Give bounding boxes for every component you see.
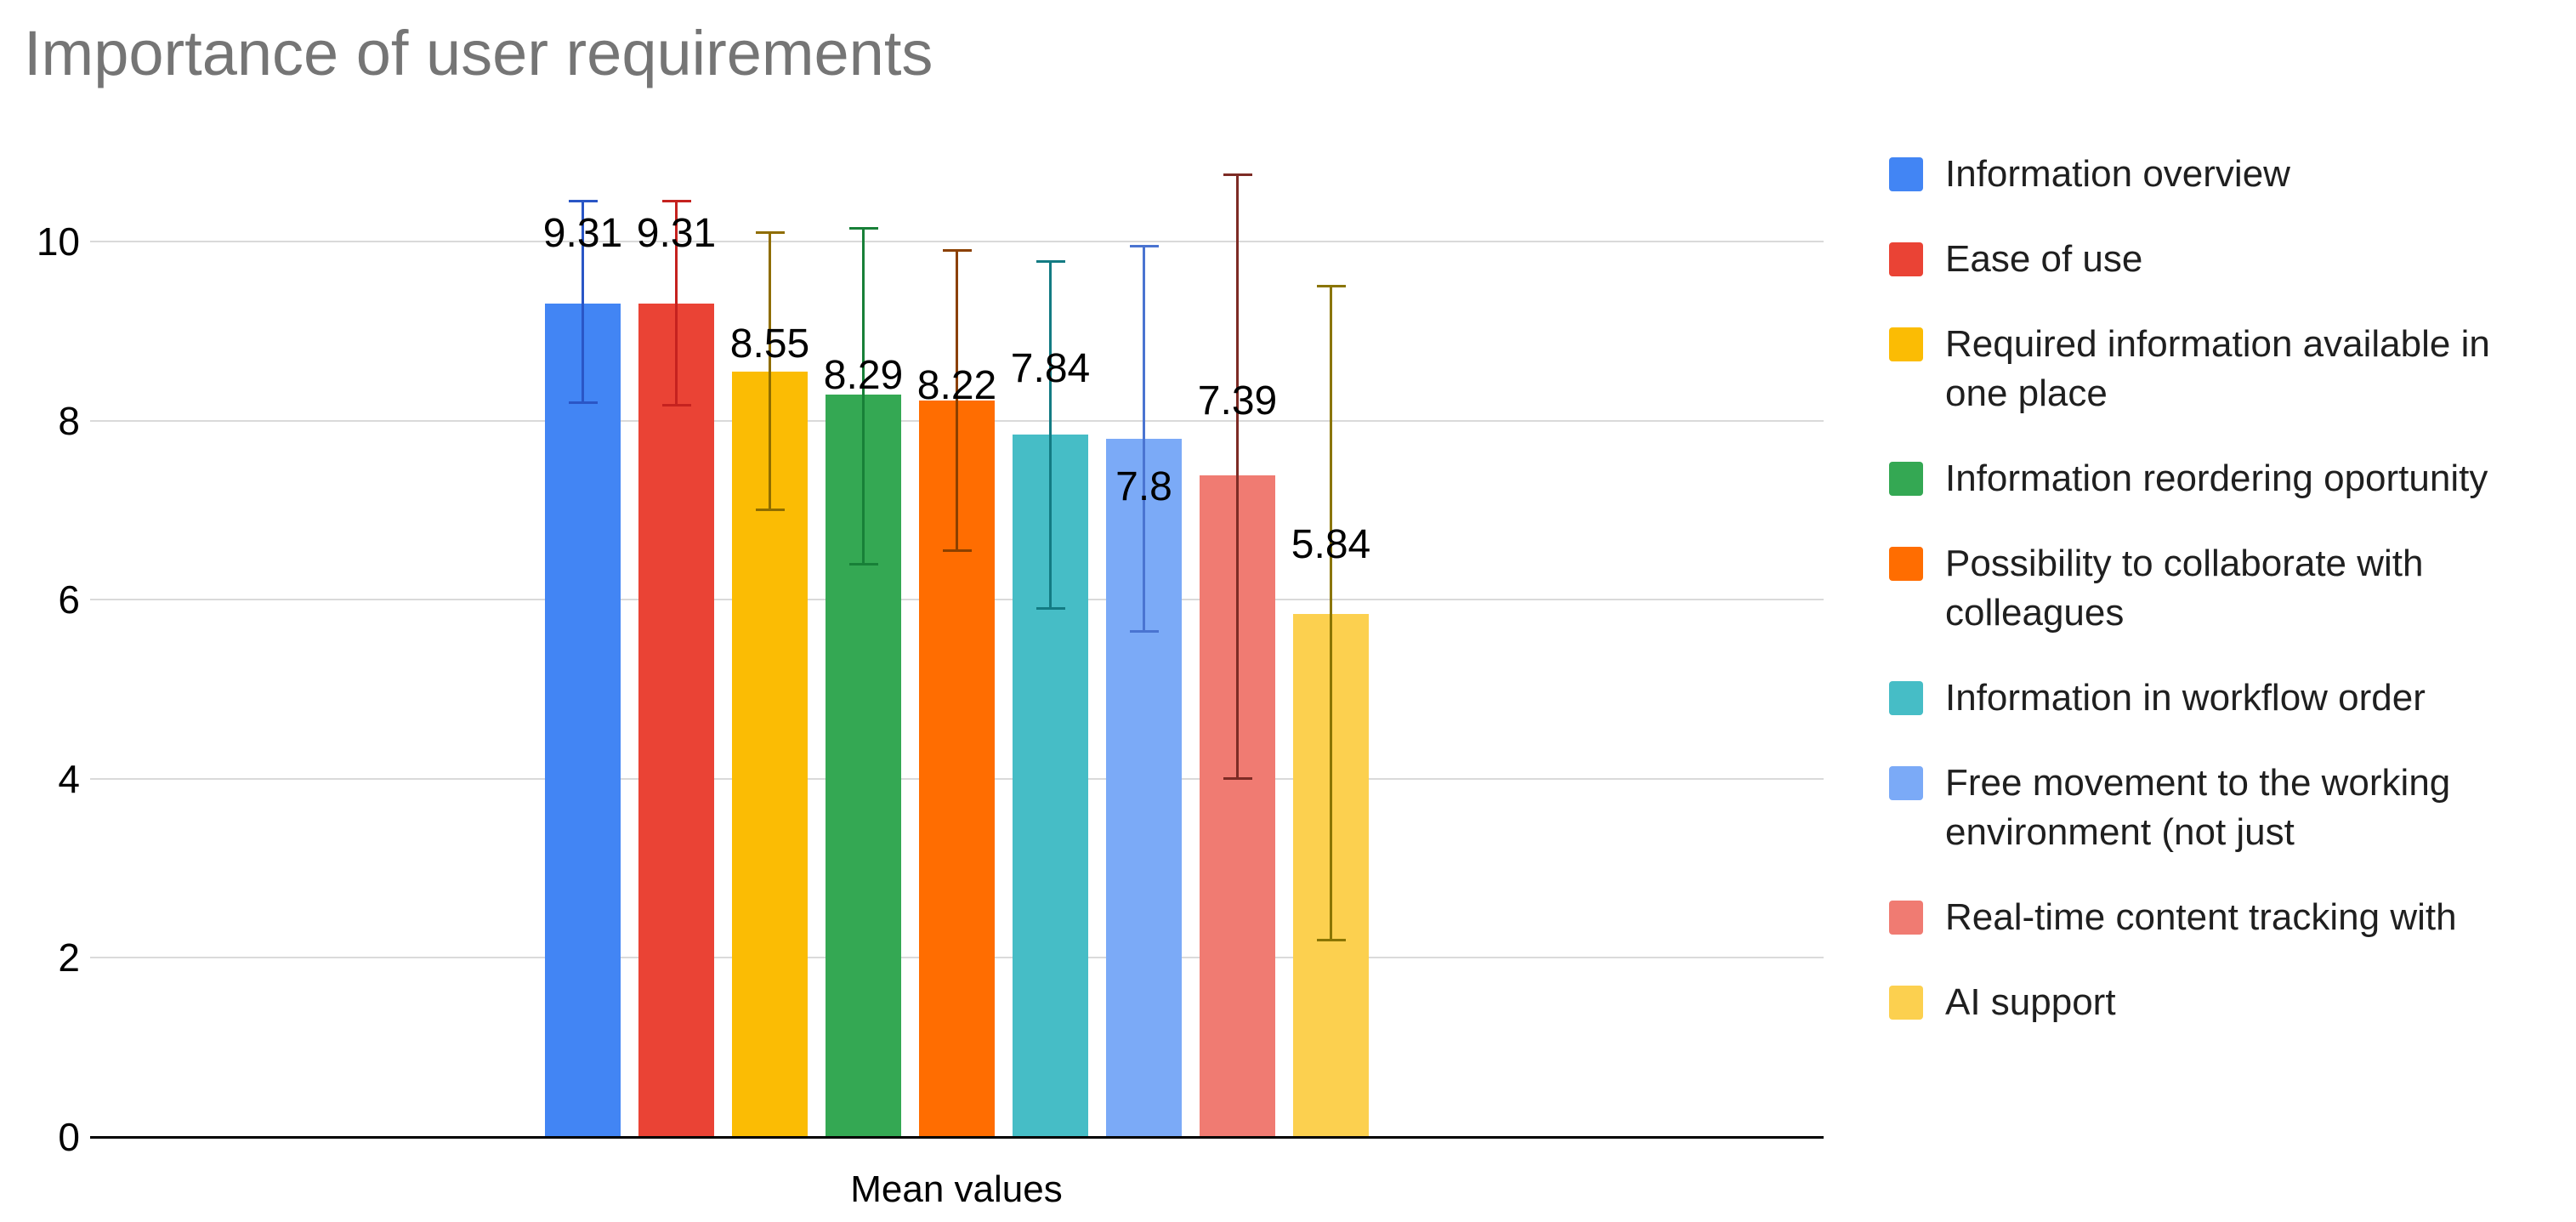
y-tick-label-2: 2 <box>58 935 80 980</box>
legend-label-2: Ease of use <box>1945 238 2143 280</box>
error-bar-top-cap-8 <box>1223 173 1252 176</box>
legend-label-6: Information in workflow order <box>1945 677 2426 719</box>
legend-swatch-5 <box>1889 547 1923 581</box>
legend-label-3: Required information available in one pl… <box>1945 323 2490 414</box>
legend-swatch-4 <box>1889 462 1923 496</box>
error-bar-line-3 <box>769 232 771 510</box>
legend-item-9: AI support <box>1889 978 2552 1027</box>
legend-swatch-8 <box>1889 901 1923 935</box>
value-label-7: 7.8 <box>1115 463 1172 509</box>
error-bar-top-cap-9 <box>1316 285 1346 288</box>
error-bar-line-8 <box>1236 174 1239 779</box>
value-label-9: 5.84 <box>1291 522 1371 568</box>
x-axis-line <box>90 1136 1824 1139</box>
legend-swatch-9 <box>1889 986 1923 1020</box>
legend-item-1: Information overview <box>1889 150 2552 199</box>
error-bar-top-cap-1 <box>568 200 598 203</box>
error-bar-top-cap-6 <box>1036 259 1065 263</box>
error-bar-bottom-cap-4 <box>848 562 878 566</box>
legend-label-5: Possibility to collaborate with colleagu… <box>1945 543 2424 634</box>
value-label-5: 8.22 <box>916 363 997 409</box>
error-bar-bottom-cap-2 <box>661 404 691 407</box>
legend: Information overview Ease of use Required … <box>1889 150 2552 1027</box>
x-axis-title: Mean values <box>850 1168 1063 1210</box>
legend-swatch-2 <box>1889 242 1923 276</box>
legend-swatch-1 <box>1889 157 1923 191</box>
value-label-4: 8.29 <box>823 353 904 399</box>
value-label-8: 7.39 <box>1197 378 1278 423</box>
error-bar-bottom-cap-9 <box>1316 938 1346 941</box>
legend-swatch-3 <box>1889 327 1923 361</box>
error-bar-top-cap-4 <box>848 226 878 230</box>
error-bar-bottom-cap-3 <box>755 509 785 512</box>
error-bar-top-cap-3 <box>755 230 785 234</box>
legend-item-6: Information in workflow order <box>1889 674 2552 723</box>
error-bar-bottom-cap-8 <box>1223 777 1252 781</box>
error-bar-line-4 <box>862 228 865 565</box>
gridline-10 <box>90 241 1824 242</box>
error-bar-bottom-cap-1 <box>568 401 598 405</box>
y-tick-label-6: 6 <box>58 577 80 622</box>
bar-1 <box>545 303 621 1137</box>
legend-item-2: Ease of use <box>1889 235 2552 284</box>
legend-item-7: Free movement to the working environment… <box>1889 759 2552 857</box>
legend-label-7: Free movement to the working environment… <box>1945 762 2451 853</box>
bar-2 <box>638 303 714 1137</box>
error-bar-bottom-cap-6 <box>1036 607 1065 611</box>
legend-swatch-7 <box>1889 766 1923 800</box>
error-bar-line-2 <box>675 201 678 406</box>
error-bar-bottom-cap-5 <box>942 548 972 552</box>
legend-label-4: Information reordering oportunity <box>1945 458 2488 499</box>
y-tick-label-0: 0 <box>58 1115 80 1159</box>
error-bar-line-5 <box>956 250 958 551</box>
y-tick-label-8: 8 <box>58 398 80 443</box>
value-label-3: 8.55 <box>729 321 810 367</box>
error-bar-bottom-cap-7 <box>1129 629 1159 633</box>
error-bar-line-6 <box>1049 261 1052 609</box>
chart-title: Importance of user requirements <box>24 18 933 88</box>
legend-item-5: Possibility to collaborate with colleagu… <box>1889 539 2552 638</box>
legend-item-4: Information reordering oportunity <box>1889 454 2552 503</box>
error-bar-line-1 <box>582 201 584 403</box>
y-tick-label-10: 10 <box>36 219 80 264</box>
value-label-6: 7.84 <box>1010 346 1091 392</box>
legend-swatch-6 <box>1889 681 1923 715</box>
legend-label-9: AI support <box>1945 981 2116 1023</box>
legend-label-8: Real-time content tracking with <box>1945 896 2457 938</box>
error-bar-top-cap-2 <box>661 200 691 203</box>
error-bar-line-7 <box>1143 246 1145 632</box>
value-label-2: 9.31 <box>636 210 717 256</box>
y-tick-label-4: 4 <box>58 756 80 801</box>
value-label-1: 9.31 <box>542 210 623 256</box>
error-bar-line-9 <box>1330 286 1332 941</box>
legend-label-1: Information overview <box>1945 153 2290 195</box>
error-bar-top-cap-7 <box>1129 244 1159 247</box>
legend-item-8: Real-time content tracking with <box>1889 893 2552 942</box>
legend-item-3: Required information available in one pl… <box>1889 320 2552 418</box>
error-bar-top-cap-5 <box>942 249 972 253</box>
